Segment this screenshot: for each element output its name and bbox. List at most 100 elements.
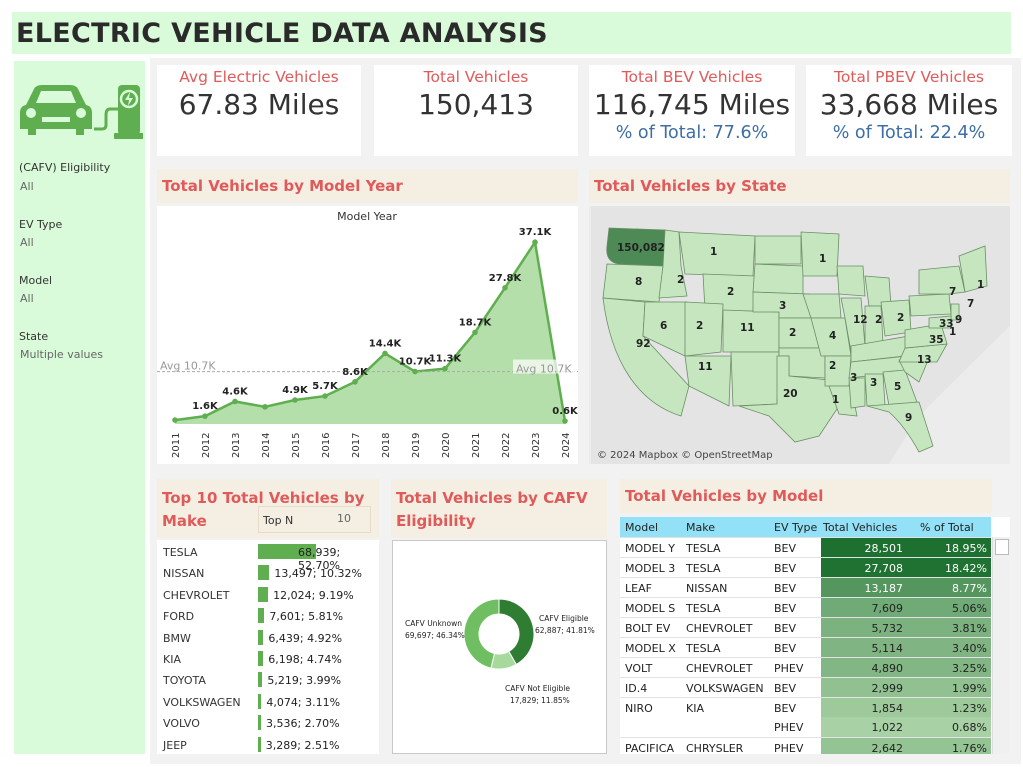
filter-value-state[interactable]: Multiple values (20, 348, 103, 361)
make-name: FORD (163, 610, 195, 624)
table-row[interactable]: MODEL Y TESLA BEV 28,501 18.95% (620, 537, 991, 558)
ev-type-cell: PHEV (774, 742, 804, 754)
table-row[interactable]: ID.4 VOLKSWAGEN BEV 2,999 1.99% (620, 677, 991, 698)
make-row[interactable]: VOLVO 3,536; 2.70% (157, 714, 379, 735)
topn-parameter[interactable]: Top N 10 (258, 506, 371, 533)
kpi-value: 116,745 Miles (593, 88, 791, 121)
filter-value-cafv[interactable]: All (20, 180, 34, 193)
make-row[interactable]: FORD 7,601; 5.81% (157, 607, 379, 628)
make-bar[interactable] (258, 544, 316, 559)
make-bar[interactable] (258, 715, 261, 731)
state-nd (754, 235, 802, 265)
data-point[interactable] (562, 418, 568, 424)
data-point[interactable] (532, 239, 538, 246)
state-sd (752, 263, 804, 295)
state-nj (950, 303, 960, 321)
state-mn (800, 231, 840, 277)
data-point[interactable] (292, 397, 298, 403)
state-value-label: 11 (698, 361, 713, 373)
state-az (684, 355, 732, 407)
data-point[interactable] (172, 417, 178, 423)
make-bar[interactable] (258, 629, 264, 645)
make-bar[interactable] (258, 736, 261, 752)
make-row[interactable]: VOLKSWAGEN 4,074; 3.11% (157, 693, 379, 714)
make-name: KIA (163, 653, 181, 666)
x-tick-label: 2021 (471, 433, 482, 458)
make-row[interactable]: CHEVROLET 12,024; 9.19% (157, 586, 379, 607)
make-bar[interactable] (258, 651, 264, 666)
column-header[interactable]: % of Total (920, 521, 974, 534)
state-map[interactable]: 150,082 1 8 2 2 1 6 2 11 92 11 3 2 20 4 12 2 2 7 1 7 9 33 35 1 13… (589, 206, 1010, 464)
table-row[interactable]: PHEV 1,022 0.68% (620, 717, 991, 737)
table-row[interactable]: NIRO KIA BEV 1,854 1.23% (620, 697, 991, 718)
topn-value[interactable]: 10 (337, 512, 351, 525)
make-bar[interactable] (258, 672, 263, 688)
data-point[interactable] (472, 329, 478, 336)
column-header[interactable]: Model (625, 521, 659, 534)
filter-value-model[interactable]: All (20, 292, 34, 305)
table-row[interactable]: BOLT EV CHEVROLET BEV 5,732 3.81% (620, 617, 991, 638)
make-bar[interactable] (258, 565, 270, 581)
kpi-title: Total PBEV Vehicles (834, 68, 984, 86)
data-point[interactable] (232, 398, 238, 405)
pct-cell: 3.81% (952, 622, 987, 635)
ev-car-charger-icon (20, 85, 143, 139)
column-header[interactable]: EV Type (774, 521, 818, 534)
make-value-label: 3,289; 2.51% (265, 738, 340, 752)
make-row[interactable]: TESLA 68,939; 52.70% (157, 543, 379, 572)
data-point[interactable] (262, 404, 268, 410)
column-header[interactable]: Make (686, 521, 715, 534)
donut-label-name: CAFV Unknown (405, 619, 462, 628)
table-row[interactable]: LEAF NISSAN BEV 13,187 8.77% (620, 577, 991, 598)
make-row[interactable]: NISSAN 13,497; 10.32% (157, 564, 379, 585)
state-value-label: 2 (829, 360, 837, 372)
scrollbar-thumb[interactable] (995, 539, 1009, 555)
data-point[interactable] (442, 365, 448, 372)
state-value-label: 2 (696, 320, 704, 332)
state-value-label: 3 (850, 372, 858, 384)
kpi-avg-electric: Avg Electric Vehicles 67.83 Miles (157, 65, 361, 156)
state-value-label: 9 (905, 412, 913, 424)
data-point[interactable] (352, 379, 358, 385)
table-row[interactable]: MODEL 3 TESLA BEV 27,708 18.42% (620, 557, 991, 578)
make-row[interactable]: JEEP 3,289; 2.51% (157, 736, 379, 757)
make-row[interactable]: TOYOTA 5,219; 3.99% (157, 671, 379, 692)
data-point[interactable] (202, 413, 208, 419)
column-header[interactable]: Total Vehicles (823, 521, 898, 534)
make-bar[interactable] (258, 693, 262, 709)
make-bar[interactable] (258, 586, 269, 602)
model-year-header: Total Vehicles by Model Year (157, 169, 578, 203)
table-row[interactable]: MODEL S TESLA BEV 7,609 5.06% (620, 597, 991, 618)
make-row[interactable]: KIA 6,198; 4.74% (157, 650, 379, 671)
make-row[interactable]: BMW 6,439; 4.92% (157, 629, 379, 650)
ev-type-cell: BEV (774, 622, 797, 635)
kpi-sub: % of Total: 77.6% (615, 123, 769, 143)
make-name: TOYOTA (163, 674, 206, 688)
filter-value-ev-type[interactable]: All (20, 236, 34, 249)
heat-cell (821, 618, 991, 638)
total-cell: 5,732 (871, 622, 904, 635)
table-row[interactable]: VOLT CHEVROLET PHEV 4,890 3.25% (620, 657, 991, 678)
x-tick-label: 2019 (411, 433, 422, 458)
donut-slice[interactable] (463, 598, 500, 669)
state-new-england (958, 245, 988, 293)
data-point[interactable] (412, 368, 418, 375)
make-cell: VOLKSWAGEN (686, 682, 764, 695)
table-row[interactable]: MODEL X TESLA BEV 5,114 3.40% (620, 637, 991, 658)
model-year-chart[interactable]: Model Year Avg 10.7K Avg 10.7K 2011 1.6K 201… (157, 206, 579, 464)
table-row[interactable]: PACIFICA CHRYSLER PHEV 2,642 1.76% (620, 737, 991, 754)
state-value-label: 1 (832, 394, 840, 406)
state-tx (738, 355, 840, 443)
data-point[interactable] (322, 393, 328, 399)
avg-label-left: Avg 10.7K (160, 360, 216, 373)
state-value-label: 13 (917, 354, 932, 366)
data-point[interactable] (382, 350, 388, 357)
x-tick-label: 2018 (381, 433, 392, 458)
make-name: JEEP (163, 738, 187, 752)
area-fill (175, 242, 565, 424)
data-point[interactable] (502, 284, 508, 291)
cafv-donut-chart[interactable]: CAFV Eligible 62,887; 41.81% CAFV Not Elig… (393, 541, 606, 753)
make-bar[interactable] (258, 608, 265, 624)
table-scrollbar[interactable] (992, 537, 1010, 754)
state-pa (908, 293, 952, 317)
